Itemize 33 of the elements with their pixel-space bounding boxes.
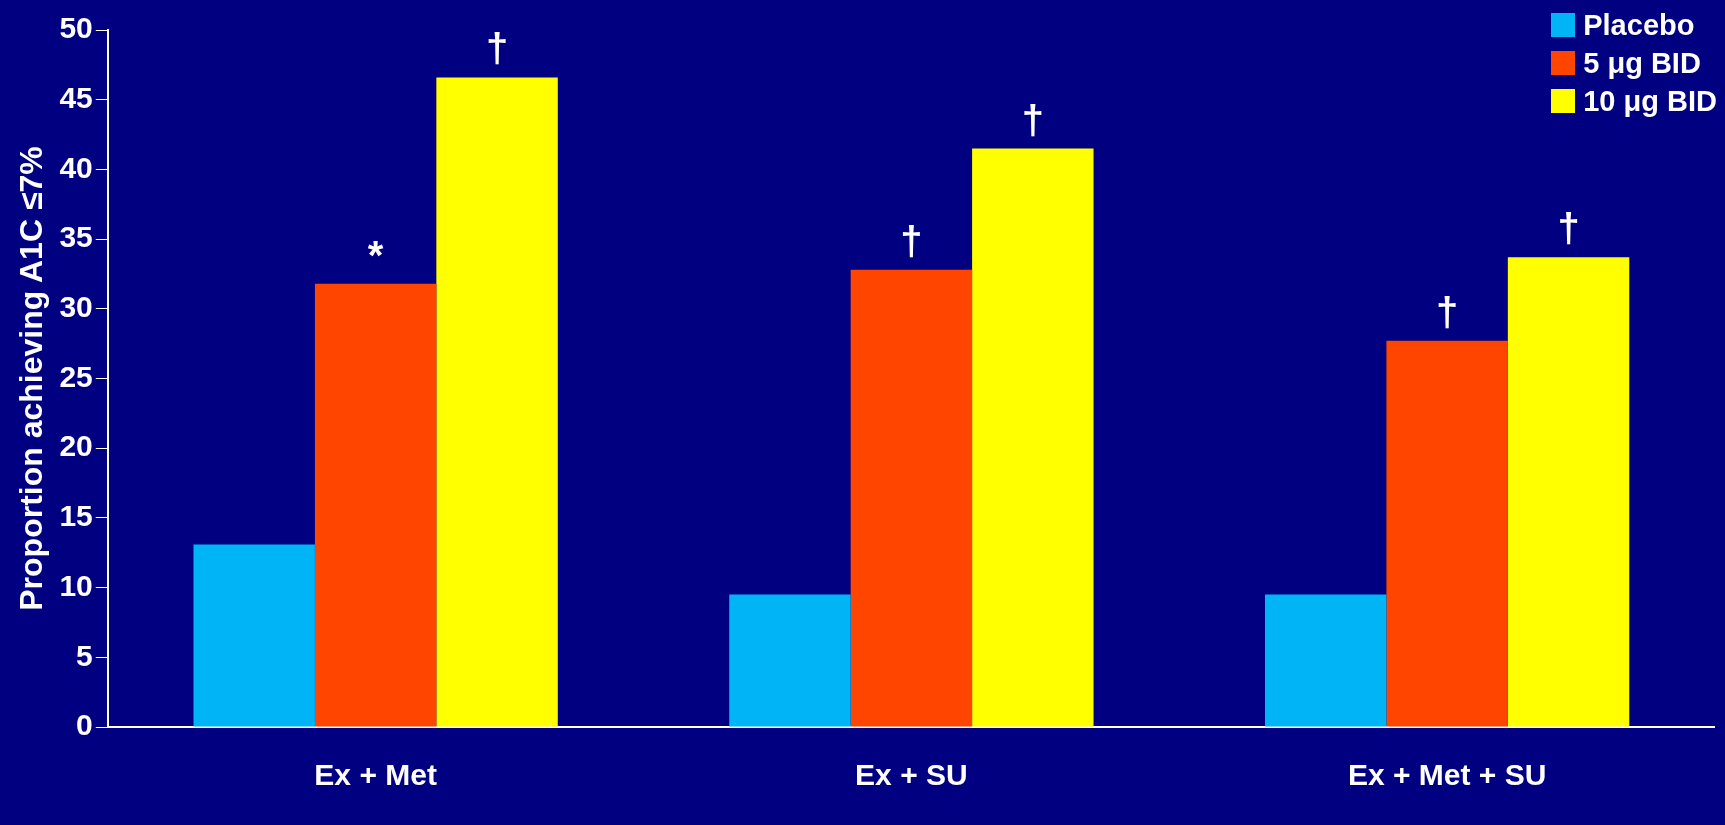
y-tick-label: 40 bbox=[59, 150, 93, 184]
legend-label: 10 μg BID bbox=[1583, 84, 1717, 119]
bar bbox=[850, 269, 973, 727]
y-axis-title: Proportion achieving A1C ≤7% bbox=[13, 146, 50, 611]
annotation: † bbox=[1436, 289, 1459, 334]
bar bbox=[729, 594, 851, 727]
y-tick-label: 15 bbox=[59, 499, 93, 533]
y-tick-label: 30 bbox=[59, 290, 93, 324]
x-tick-label: Ex + Met bbox=[314, 758, 437, 792]
bar bbox=[972, 148, 1094, 727]
y-tick-label: 20 bbox=[59, 429, 93, 463]
y-tick-label: 45 bbox=[59, 80, 93, 114]
annotation: † bbox=[900, 218, 923, 263]
bar bbox=[193, 544, 315, 727]
y-tick-label: 5 bbox=[76, 638, 93, 672]
y-tick-label: 0 bbox=[76, 708, 93, 742]
annotation: * bbox=[367, 232, 384, 277]
y-tick-label: 50 bbox=[59, 11, 93, 45]
legend-label: Placebo bbox=[1583, 8, 1695, 43]
x-tick-label: Ex + Met + SU bbox=[1347, 758, 1547, 792]
annotation: † bbox=[485, 26, 509, 71]
y-tick-label: 35 bbox=[59, 220, 93, 254]
bar bbox=[314, 283, 437, 727]
bar bbox=[1386, 340, 1508, 727]
bar bbox=[1264, 594, 1387, 727]
x-tick-label: Ex + SU bbox=[855, 758, 968, 792]
bar bbox=[436, 77, 558, 727]
annotation: † bbox=[1021, 97, 1044, 142]
annotation: † bbox=[1557, 206, 1580, 251]
y-tick-label: 10 bbox=[59, 568, 93, 602]
bar bbox=[1507, 257, 1630, 727]
y-tick-label: 25 bbox=[59, 359, 93, 393]
legend-label: 5 μg BID bbox=[1583, 46, 1701, 81]
